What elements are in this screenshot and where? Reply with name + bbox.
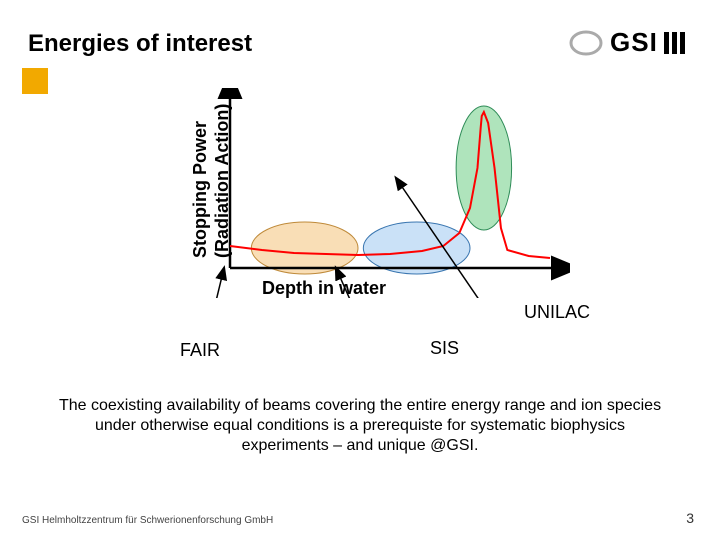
region-sis [363, 222, 470, 274]
region-fair [251, 222, 358, 274]
svg-text:GSI: GSI [610, 28, 658, 57]
title-row: Energies of interest GSI [0, 16, 720, 52]
annotation-unilac: UNILAC [524, 302, 590, 323]
annotation-sis: SIS [430, 338, 459, 359]
gsi-logo: GSI [568, 28, 688, 58]
slide-title: Energies of interest [28, 30, 252, 58]
annotation-arrow-0 [210, 268, 224, 298]
body-text: The coexisting availability of beams cov… [50, 396, 670, 456]
footer-text: GSI Helmholtzzentrum für Schwerionenfors… [22, 515, 273, 526]
bragg-chart [150, 88, 570, 298]
x-axis-label: Depth in water [262, 278, 386, 299]
annotation-fair: FAIR [180, 340, 220, 361]
accent-block [22, 68, 48, 94]
region-unilac [456, 106, 511, 230]
page-number: 3 [686, 510, 694, 526]
